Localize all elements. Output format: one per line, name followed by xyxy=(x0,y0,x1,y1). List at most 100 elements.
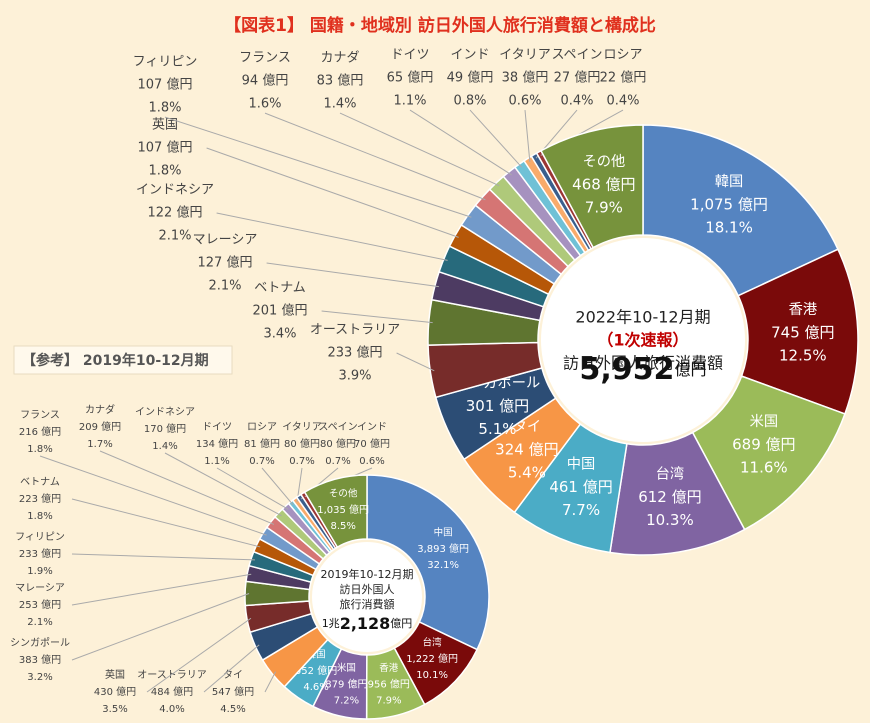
slice-label: 0.8% xyxy=(453,94,486,109)
slice-label: 1.8% xyxy=(27,511,52,522)
reference-box xyxy=(13,345,233,375)
slice-label: 1.6% xyxy=(248,97,281,112)
slice-label: 879 億円 xyxy=(325,678,367,691)
slice-label: 0.6% xyxy=(359,456,384,467)
slice-label: 4.5% xyxy=(220,704,245,715)
slice-label: 2.1% xyxy=(27,617,52,628)
slice-label: 3.2% xyxy=(27,672,52,683)
slice-label: フィリピン xyxy=(15,531,65,543)
slice-label: タイ xyxy=(223,669,243,681)
slice-label: 中国 xyxy=(567,456,596,473)
slice-label: 107 億円 xyxy=(138,140,193,156)
slice-label: 1.1% xyxy=(204,456,229,467)
slice-label: 233 億円 xyxy=(19,547,61,560)
slice-label: 米国 xyxy=(337,662,356,674)
leader-line xyxy=(71,498,261,548)
slice-label: 4.0% xyxy=(159,704,184,715)
slice-label: 3.4% xyxy=(263,327,296,342)
slice-label: 1.4% xyxy=(152,441,177,452)
total-part: 5,952 xyxy=(580,352,675,387)
slice-label: 201 億円 xyxy=(253,303,308,319)
slice-label: 83 億円 xyxy=(317,73,364,89)
slice-label: 0.4% xyxy=(560,94,593,109)
leader-line xyxy=(203,644,260,693)
slice-label: フランス xyxy=(239,51,291,66)
slice-label: 107 億円 xyxy=(138,77,193,93)
slice-label: 233 億円 xyxy=(328,345,383,361)
donut-slice xyxy=(642,124,839,297)
slice-label: 134 億円 xyxy=(196,437,238,450)
leader-line xyxy=(264,671,277,693)
slice-label: その他 xyxy=(582,153,625,170)
slice-label: 台湾 xyxy=(423,637,443,649)
slice-label: 0.6% xyxy=(508,94,541,109)
leader-line xyxy=(264,112,486,201)
slice-label: オーストラリア xyxy=(137,669,207,681)
donut-slice xyxy=(303,474,368,549)
slice-label: 1.1% xyxy=(393,94,426,109)
slice-label: 2.1% xyxy=(158,229,191,244)
leader-line xyxy=(71,553,256,561)
slice-label: 韓国 xyxy=(715,173,744,190)
slice-label: 米国 xyxy=(750,413,779,430)
slice-label: 台湾 xyxy=(656,466,685,483)
slice-label: 1.8% xyxy=(148,101,181,116)
center-text: 旅行消費額 xyxy=(340,597,395,611)
slice-label: 3.5% xyxy=(102,704,127,715)
slice-label: その他 xyxy=(329,488,358,500)
slice-label: 253 億円 xyxy=(19,598,61,611)
leader-line xyxy=(396,352,435,372)
slice-label: 7.2% xyxy=(334,696,359,707)
slice-label: 韓国 xyxy=(307,650,326,661)
center-text: （1次速報） xyxy=(597,331,688,350)
leader-line xyxy=(164,452,282,517)
slice-label: 8.5% xyxy=(330,521,355,532)
leader-line xyxy=(216,467,289,510)
slice-label: 484 億円 xyxy=(151,685,193,698)
donut-center xyxy=(541,238,745,442)
slice-label: フランス xyxy=(20,409,60,421)
slice-label: 1,035 億円 xyxy=(317,503,369,516)
total-part: 1兆 xyxy=(322,617,340,630)
slice-label: 1.8% xyxy=(27,444,52,455)
slice-label: 170 億円 xyxy=(144,422,186,435)
center-total: 1兆2,128億円 xyxy=(322,614,413,633)
leader-line xyxy=(261,467,294,506)
slice-label: 18.1% xyxy=(705,219,753,237)
slice-label: 5.4% xyxy=(508,464,546,482)
slice-label: 324 億円 xyxy=(495,441,558,459)
slice-label: 32.1% xyxy=(427,560,459,571)
slice-label: 301 億円 xyxy=(466,397,529,415)
leader-line xyxy=(164,116,472,218)
slice-label: インドネシア xyxy=(136,183,214,198)
slice-label: 0.7% xyxy=(289,456,314,467)
leader-line xyxy=(99,450,275,525)
slice-label: 70 億円 xyxy=(354,437,390,450)
slice-label: 0.7% xyxy=(325,456,350,467)
slice-label: 127 億円 xyxy=(198,255,253,271)
leader-line xyxy=(409,109,512,176)
slice-label: イタリア xyxy=(499,48,550,63)
slice-label: 中国 xyxy=(434,527,453,539)
slice-label: 香港 xyxy=(379,662,399,674)
total-part: 億円 xyxy=(674,360,706,379)
center-text: 2022年10-12月期 xyxy=(575,308,710,327)
slice-label: 209 億円 xyxy=(79,420,121,433)
slice-label: 7.9% xyxy=(376,695,401,706)
slice-label: イタリア xyxy=(282,421,322,433)
slice-label: ロシア xyxy=(603,48,642,63)
slice-label: 英国 xyxy=(152,118,178,133)
slice-label: マレーシア xyxy=(193,233,258,248)
slice-label: 27 億円 xyxy=(554,70,601,86)
reference-title: 【参考】 2019年10-12月期 xyxy=(22,352,209,369)
center-text: 2019年10-12月期 xyxy=(321,567,414,581)
slice-label: 7.7% xyxy=(562,501,600,519)
total-part: 億円 xyxy=(390,617,412,630)
slice-label: 383 億円 xyxy=(19,653,61,666)
slice-label: フィリピン xyxy=(133,55,198,70)
slice-label: 1,222 億円 xyxy=(406,652,458,665)
center-text: 訪日外国人旅行消費額 xyxy=(563,354,723,373)
slice-label: 81 億円 xyxy=(244,437,280,450)
slice-label: ベトナム xyxy=(20,476,60,488)
